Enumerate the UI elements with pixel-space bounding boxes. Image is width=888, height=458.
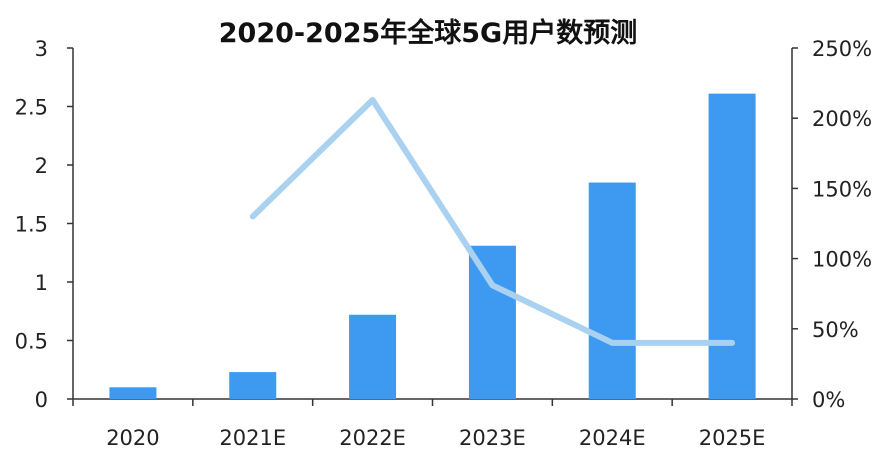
- left-tick-label: 0: [35, 388, 48, 412]
- growth-point-2021e: [250, 213, 256, 219]
- axes: [67, 47, 798, 406]
- left-tick-label: 2: [35, 154, 48, 178]
- right-tick-label: 250%: [812, 37, 872, 61]
- right-tick-label: 0%: [812, 388, 845, 412]
- x-tick-label: 2025E: [699, 426, 766, 450]
- bar-2020: [109, 387, 157, 399]
- right-tick-label: 200%: [812, 107, 872, 131]
- bar-2022e: [349, 314, 397, 399]
- x-tick-label: 2021E: [219, 426, 286, 450]
- x-tick-label: 2023E: [459, 426, 526, 450]
- left-tick-label: 3: [35, 37, 48, 61]
- growth-point-2022e: [370, 97, 376, 103]
- chart-title: 2020-2025年全球5G用户数预测: [219, 17, 637, 49]
- tick-labels: 0 0.5 1 1.5 2 2.5 3 0% 50% 100% 150% 200% 250% 2020 20…: [15, 37, 872, 450]
- growth-point-2025e: [729, 340, 735, 346]
- right-tick-label: 100%: [812, 248, 872, 272]
- right-tick-label: 50%: [812, 318, 859, 342]
- bar-2024e: [588, 182, 636, 399]
- bars: [109, 93, 756, 399]
- left-tick-label: 1.5: [15, 213, 48, 237]
- left-tick-label: 1: [35, 271, 48, 295]
- growth-line: [249, 96, 736, 346]
- x-tick-label: 2022E: [339, 426, 406, 450]
- right-tick-label: 150%: [812, 177, 872, 201]
- growth-point-2024e: [609, 340, 615, 346]
- left-tick-label: 0.5: [15, 330, 48, 354]
- x-tick-label: 2024E: [579, 426, 646, 450]
- x-tick-label: 2020: [106, 426, 159, 450]
- bar-2021e: [229, 372, 277, 399]
- bar-2025e: [708, 93, 756, 399]
- growth-point-2023e: [489, 282, 495, 288]
- bar-2023e: [468, 245, 516, 399]
- left-tick-label: 2.5: [15, 96, 48, 120]
